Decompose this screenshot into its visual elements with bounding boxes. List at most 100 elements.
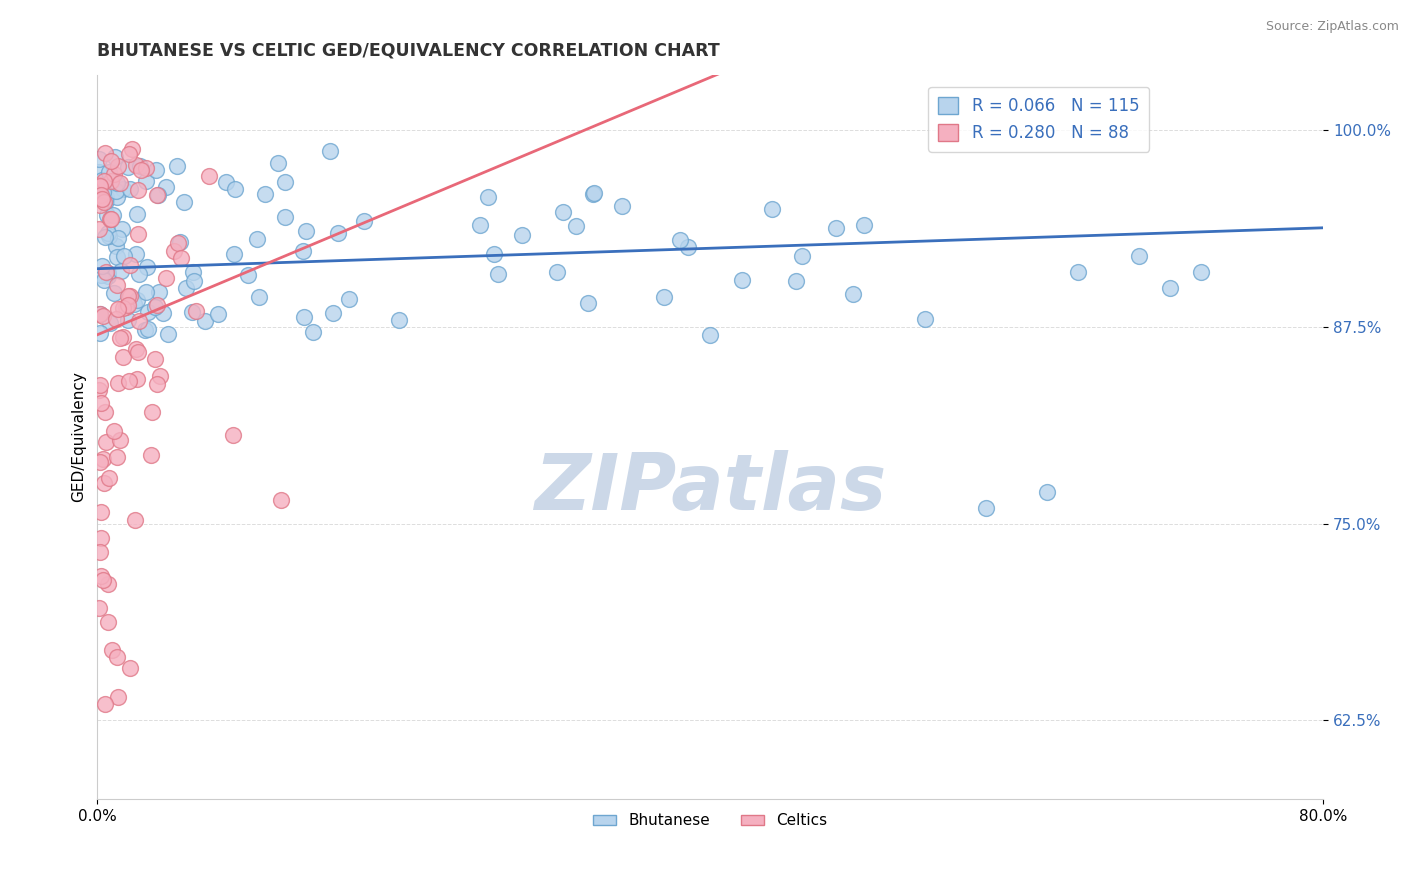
Point bbox=[91, 185, 114, 199]
Point bbox=[222, 247, 245, 261]
Point bbox=[91, 310, 114, 324]
Point bbox=[94, 265, 117, 279]
Point bbox=[482, 247, 505, 261]
Legend: Bhutanese, Celtics: Bhutanese, Celtics bbox=[588, 807, 834, 835]
Point bbox=[118, 661, 141, 675]
Point bbox=[170, 251, 193, 265]
Point bbox=[145, 163, 167, 178]
Point bbox=[974, 500, 997, 515]
Point bbox=[108, 176, 131, 190]
Point bbox=[107, 376, 129, 390]
Point bbox=[104, 238, 127, 252]
Point bbox=[148, 285, 170, 299]
Point bbox=[121, 142, 143, 156]
Point bbox=[166, 236, 188, 251]
Point bbox=[90, 259, 112, 273]
Point bbox=[125, 247, 148, 261]
Point bbox=[135, 174, 157, 188]
Point bbox=[111, 222, 134, 236]
Point bbox=[136, 322, 159, 336]
Point bbox=[112, 249, 135, 263]
Point bbox=[470, 218, 492, 232]
Point bbox=[89, 601, 111, 615]
Point bbox=[89, 326, 111, 341]
Point bbox=[215, 175, 238, 189]
Point bbox=[93, 174, 115, 188]
Point bbox=[100, 174, 122, 188]
Point bbox=[127, 372, 149, 386]
Point bbox=[143, 301, 166, 315]
Point bbox=[107, 301, 129, 316]
Point bbox=[612, 199, 634, 213]
Point bbox=[676, 240, 699, 254]
Point bbox=[135, 260, 157, 274]
Point bbox=[98, 211, 121, 226]
Point bbox=[87, 178, 110, 192]
Point bbox=[254, 186, 277, 201]
Point bbox=[97, 577, 120, 591]
Point bbox=[100, 211, 122, 226]
Point bbox=[291, 244, 314, 259]
Point bbox=[90, 396, 112, 410]
Point bbox=[141, 405, 163, 419]
Point bbox=[174, 281, 197, 295]
Point bbox=[135, 161, 157, 175]
Point bbox=[91, 192, 114, 206]
Point bbox=[198, 169, 221, 183]
Point bbox=[91, 574, 114, 588]
Point bbox=[98, 165, 121, 179]
Point bbox=[582, 186, 605, 201]
Point bbox=[825, 221, 848, 235]
Point bbox=[127, 227, 149, 241]
Point bbox=[146, 297, 169, 311]
Point bbox=[295, 224, 318, 238]
Point bbox=[576, 296, 599, 310]
Point bbox=[98, 229, 121, 244]
Point bbox=[129, 163, 152, 178]
Point bbox=[128, 314, 150, 328]
Point bbox=[105, 450, 128, 464]
Point bbox=[103, 285, 125, 300]
Point bbox=[111, 182, 134, 196]
Point bbox=[122, 297, 145, 311]
Point bbox=[87, 165, 110, 179]
Point bbox=[97, 268, 120, 283]
Point bbox=[156, 326, 179, 341]
Point bbox=[582, 186, 605, 201]
Point bbox=[104, 150, 127, 164]
Point bbox=[120, 289, 142, 303]
Point bbox=[107, 231, 129, 245]
Point bbox=[97, 615, 120, 629]
Point bbox=[103, 424, 125, 438]
Point bbox=[1189, 265, 1212, 279]
Point bbox=[387, 313, 409, 327]
Point bbox=[792, 249, 814, 263]
Point bbox=[135, 285, 157, 299]
Point bbox=[105, 649, 128, 664]
Point bbox=[128, 267, 150, 281]
Point bbox=[90, 532, 112, 546]
Point bbox=[94, 405, 117, 419]
Point bbox=[319, 145, 342, 159]
Point bbox=[93, 273, 115, 287]
Point bbox=[124, 513, 146, 527]
Point bbox=[98, 316, 121, 330]
Point bbox=[107, 159, 129, 173]
Point bbox=[105, 190, 128, 204]
Point bbox=[274, 210, 297, 224]
Point bbox=[101, 643, 124, 657]
Point bbox=[97, 471, 120, 485]
Point bbox=[89, 307, 111, 321]
Point bbox=[136, 305, 159, 319]
Point bbox=[94, 230, 117, 244]
Point bbox=[852, 218, 875, 232]
Point bbox=[111, 301, 134, 315]
Point bbox=[292, 310, 315, 324]
Text: Source: ZipAtlas.com: Source: ZipAtlas.com bbox=[1265, 20, 1399, 33]
Point bbox=[125, 293, 148, 307]
Point bbox=[94, 193, 117, 207]
Point bbox=[146, 377, 169, 392]
Point bbox=[914, 312, 936, 326]
Point bbox=[112, 350, 135, 364]
Point bbox=[105, 250, 128, 264]
